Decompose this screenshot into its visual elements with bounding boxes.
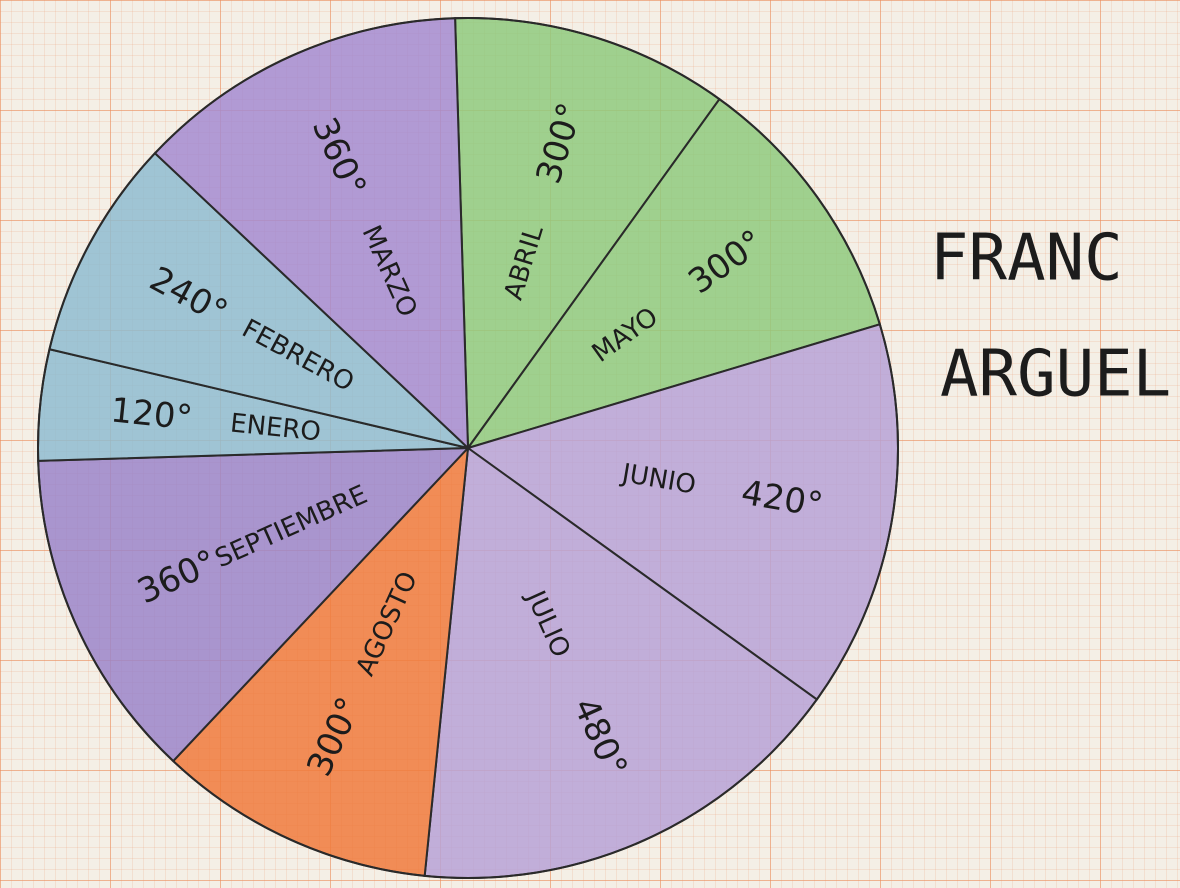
annotation: FRANC <box>930 222 1123 296</box>
value-label: 120° <box>109 390 195 438</box>
pie-outline <box>37 17 899 879</box>
annotation: ARGUEL <box>940 338 1171 412</box>
